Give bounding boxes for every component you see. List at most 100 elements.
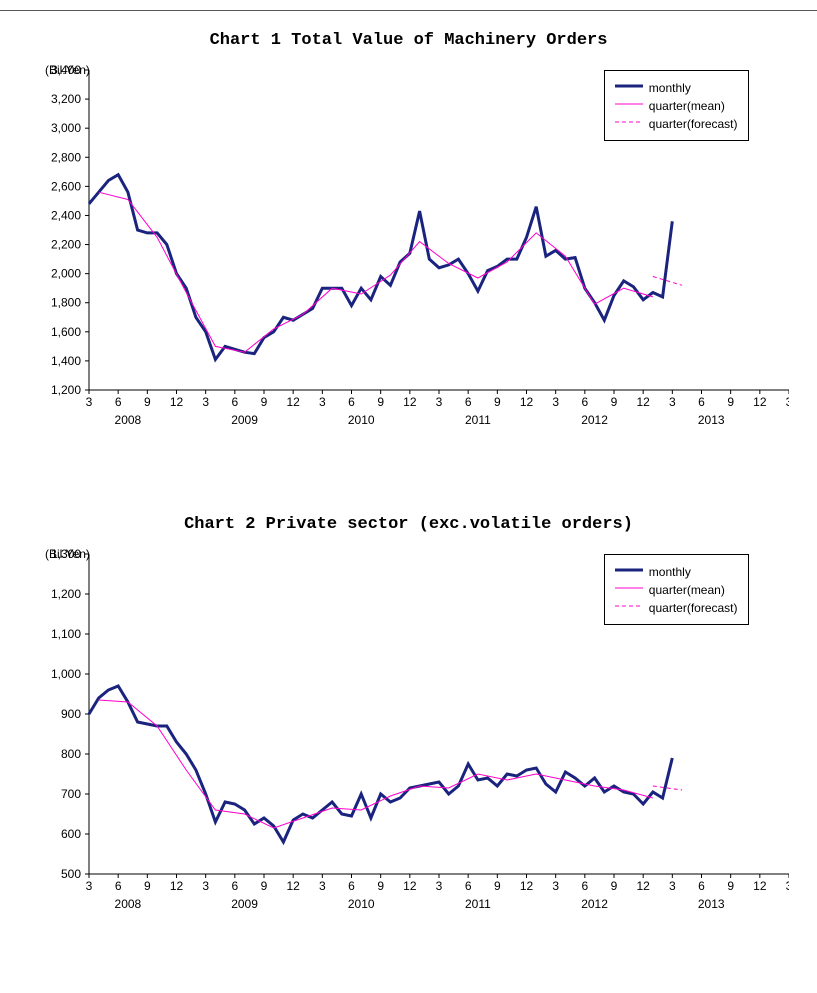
legend-label: quarter(mean): [649, 99, 725, 113]
chart2-xtick-month: 9: [610, 879, 617, 893]
chart2-ytick: 1,100: [50, 627, 80, 641]
chart2-ytick: 900: [60, 707, 80, 721]
chart2-xtick-year: 2008: [114, 897, 141, 911]
chart1-ytick: 1,600: [50, 325, 80, 339]
chart1-xtick-month: 3: [668, 395, 675, 409]
chart2-xtick-month: 12: [169, 879, 183, 893]
chart2-xtick-month: 6: [348, 879, 355, 893]
chart1-xtick-month: 12: [403, 395, 417, 409]
legend-swatch: [615, 98, 643, 113]
chart2-xtick-month: 9: [260, 879, 267, 893]
chart1-xtick-month: 6: [348, 395, 355, 409]
chart2-xtick-month: 3: [202, 879, 209, 893]
chart2-xtick-year: 2013: [697, 897, 724, 911]
page: Chart 1 Total Value of Machinery Orders …: [0, 0, 817, 969]
chart1-xtick-month: 9: [260, 395, 267, 409]
chart1-xtick-month: 12: [753, 395, 767, 409]
chart1-legend-row: quarter(mean): [615, 98, 738, 113]
chart2-xtick-month: 9: [143, 879, 150, 893]
legend-swatch: [615, 564, 643, 579]
legend-swatch: [615, 582, 643, 597]
chart1-xtick-month: 9: [143, 395, 150, 409]
chart2-xtick-month: 9: [493, 879, 500, 893]
chart1-ytick: 1,800: [50, 296, 80, 310]
chart1-xtick-month: 3: [435, 395, 442, 409]
chart2-xtick-year: 2012: [581, 897, 608, 911]
chart2-series-monthly: [89, 686, 672, 842]
chart1-xtick-month: 9: [377, 395, 384, 409]
chart1-legend-row: monthly: [615, 80, 738, 95]
legend-label: monthly: [649, 81, 691, 95]
chart2-xtick-month: 6: [581, 879, 588, 893]
chart2-ytick: 800: [60, 747, 80, 761]
chart1-xtick-year: 2011: [464, 413, 490, 427]
chart2-ytick: 1,300: [50, 547, 80, 561]
chart2-xtick-month: 9: [377, 879, 384, 893]
chart1-ytick: 3,200: [50, 92, 80, 106]
chart2-title: Chart 2 Private sector (exc.volatile ord…: [0, 515, 817, 534]
chart2-xtick-year: 2011: [464, 897, 490, 911]
chart2-xtick-month: 6: [231, 879, 238, 893]
chart1-ytick: 3,000: [50, 121, 80, 135]
chart1-xtick-month: 6: [581, 395, 588, 409]
chart1-title: Chart 1 Total Value of Machinery Orders: [0, 31, 817, 50]
chart1-xtick-year: 2013: [697, 413, 724, 427]
top-rule: [0, 10, 817, 11]
chart2-xtick-month: 3: [85, 879, 92, 893]
chart2-xtick-year: 2010: [347, 897, 374, 911]
chart1-xtick-month: 3: [785, 395, 788, 409]
chart1-xtick-month: 6: [231, 395, 238, 409]
chart1-xtick-month: 3: [85, 395, 92, 409]
chart2-ytick: 1,000: [50, 667, 80, 681]
legend-swatch: [615, 600, 643, 615]
chart2-xtick-month: 6: [698, 879, 705, 893]
chart1-legend-row: quarter(forecast): [615, 116, 738, 131]
chart1-xtick-month: 3: [318, 395, 325, 409]
chart1-xtick-month: 6: [114, 395, 121, 409]
chart1-xtick-year: 2012: [581, 413, 608, 427]
chart1-ytick: 2,200: [50, 238, 80, 252]
legend-swatch: [615, 116, 643, 131]
legend-swatch: [615, 80, 643, 95]
chart1-xtick-month: 6: [698, 395, 705, 409]
chart1-xtick-month: 3: [202, 395, 209, 409]
chart2-xtick-month: 12: [753, 879, 767, 893]
chart2-xtick-month: 3: [785, 879, 788, 893]
chart1-series-quarter_mean: [98, 192, 652, 352]
chart2-ytick: 500: [60, 867, 80, 881]
chart1-xtick-year: 2009: [231, 413, 258, 427]
chart1-ytick: 2,800: [50, 150, 80, 164]
chart2-ytick: 600: [60, 827, 80, 841]
chart1-xtick-month: 12: [169, 395, 183, 409]
chart1-ytick: 2,400: [50, 208, 80, 222]
chart2-xtick-month: 3: [435, 879, 442, 893]
chart1-xtick-year: 2008: [114, 413, 141, 427]
chart1-xtick-month: 12: [636, 395, 650, 409]
chart2-xtick-month: 6: [464, 879, 471, 893]
chart2-legend: monthly quarter(mean) quarter(forecast): [604, 554, 749, 625]
chart2-xtick-month: 12: [403, 879, 417, 893]
chart1-series-quarter_forecast: [652, 277, 681, 286]
chart1-xtick-month: 9: [493, 395, 500, 409]
chart2-legend-row: quarter(forecast): [615, 600, 738, 615]
chart2-xtick-month: 3: [318, 879, 325, 893]
chart1-xtick-month: 9: [610, 395, 617, 409]
chart1-xtick-year: 2010: [347, 413, 374, 427]
chart2-legend-row: monthly: [615, 564, 738, 579]
legend-label: quarter(mean): [649, 583, 725, 597]
legend-label: quarter(forecast): [649, 601, 738, 615]
chart1-xtick-month: 9: [727, 395, 734, 409]
chart2-block: monthly quarter(mean) quarter(forecast) …: [29, 544, 789, 949]
chart1-ytick: 1,400: [50, 354, 80, 368]
chart2-xtick-month: 3: [668, 879, 675, 893]
legend-label: quarter(forecast): [649, 117, 738, 131]
chart2-xtick-month: 6: [114, 879, 121, 893]
legend-label: monthly: [649, 565, 691, 579]
chart1-xtick-month: 6: [464, 395, 471, 409]
chart1-block: monthly quarter(mean) quarter(forecast) …: [29, 60, 789, 465]
chart2-xtick-month: 9: [727, 879, 734, 893]
chart2-xtick-month: 12: [286, 879, 300, 893]
chart1-xtick-month: 12: [519, 395, 533, 409]
chart2-xtick-month: 3: [552, 879, 559, 893]
chart1-ytick: 2,600: [50, 179, 80, 193]
